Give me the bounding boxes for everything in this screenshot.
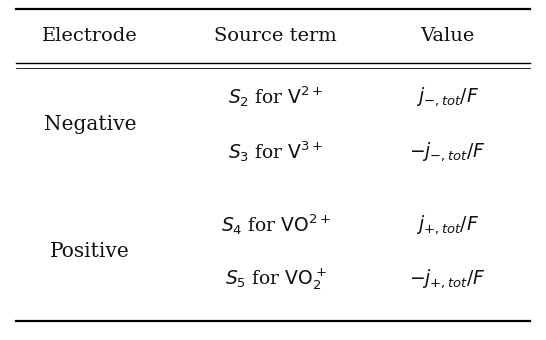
Text: $S_5$ for $\mathrm{VO}_2^+$: $S_5$ for $\mathrm{VO}_2^+$	[225, 266, 327, 292]
Text: Value: Value	[420, 27, 475, 45]
Text: $j_{-,tot}/F$: $j_{-,tot}/F$	[416, 85, 479, 108]
Text: Source term: Source term	[215, 27, 337, 45]
Text: $S_3$ for $\mathrm{V}^{3+}$: $S_3$ for $\mathrm{V}^{3+}$	[228, 139, 323, 164]
Text: $S_4$ for $\mathrm{VO}^{2+}$: $S_4$ for $\mathrm{VO}^{2+}$	[221, 212, 331, 237]
Text: $j_{+,tot}/F$: $j_{+,tot}/F$	[416, 213, 479, 236]
Text: Positive: Positive	[50, 242, 130, 261]
Text: Electrode: Electrode	[42, 27, 138, 45]
Text: Negative: Negative	[44, 115, 136, 134]
Text: $-j_{-,tot}/F$: $-j_{-,tot}/F$	[410, 140, 486, 163]
Text: $-j_{+,tot}/F$: $-j_{+,tot}/F$	[410, 267, 486, 290]
Text: $S_2$ for $\mathrm{V}^{2+}$: $S_2$ for $\mathrm{V}^{2+}$	[228, 85, 323, 109]
